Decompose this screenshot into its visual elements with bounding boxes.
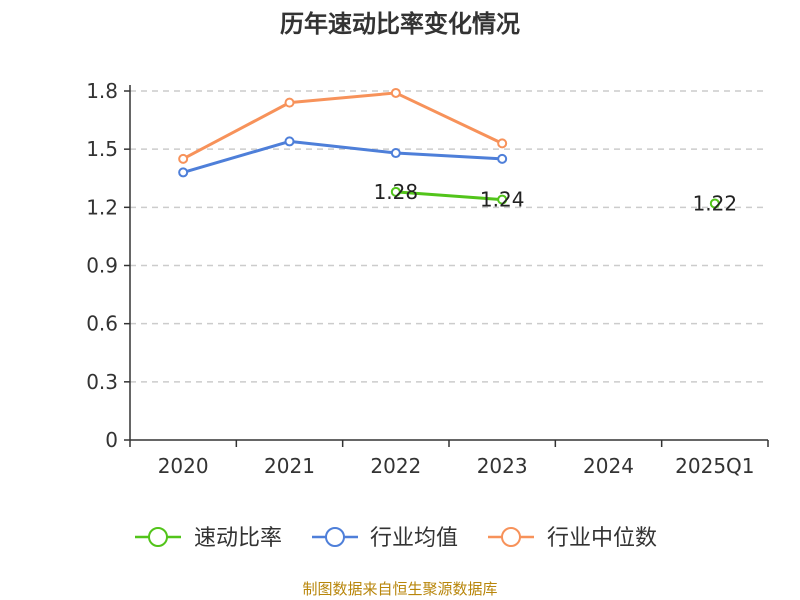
- legend-marker: [501, 527, 521, 547]
- legend[interactable]: 速动比率 行业均值 行业中位数: [135, 526, 657, 551]
- series-2-point[interactable]: [390, 87, 401, 98]
- data-label: 1.28: [374, 180, 419, 204]
- legend-marker: [325, 527, 345, 547]
- series-group: [178, 87, 720, 209]
- source-note: 制图数据来自恒生聚源数据库: [302, 580, 497, 598]
- series-0-point[interactable]: [497, 194, 508, 205]
- series-1-point[interactable]: [497, 153, 508, 164]
- x-tick-label: 2022: [370, 454, 421, 478]
- x-tick-label: 2024: [583, 454, 634, 478]
- y-tick-label: 0.9: [86, 254, 118, 278]
- series-2-point[interactable]: [178, 153, 189, 164]
- series-1-point[interactable]: [284, 136, 295, 147]
- y-tick-label: 0.6: [86, 312, 118, 336]
- axes: 0 0.3 0.6 0.9 1.2 1.5 1.8 2020 2021 2022 2023 2024 2…: [86, 79, 769, 478]
- legend-item-1[interactable]: 行业均值: [312, 526, 458, 551]
- series-1-point[interactable]: [390, 148, 401, 159]
- legend-label: 行业中位数: [547, 526, 657, 551]
- x-tick-label: 2025Q1: [675, 454, 754, 478]
- legend-item-2[interactable]: 行业中位数: [488, 526, 657, 551]
- chart-title: 历年速动比率变化情况: [280, 10, 520, 38]
- grid: [130, 90, 768, 383]
- data-label: 1.24: [480, 188, 525, 212]
- data-label: 1.22: [693, 191, 738, 215]
- legend-label: 速动比率: [194, 526, 282, 551]
- series-line-2: [182, 91, 503, 161]
- y-tick-label: 0.3: [86, 370, 118, 394]
- x-tick-label: 2023: [477, 454, 528, 478]
- data-labels: 1.28 1.24 1.22: [374, 180, 738, 216]
- y-tick-label: 1.2: [86, 195, 118, 219]
- series-2-point[interactable]: [284, 97, 295, 108]
- y-tick-label: 0: [105, 428, 118, 452]
- x-tick-label: 2021: [264, 454, 315, 478]
- legend-item-0[interactable]: 速动比率: [135, 526, 282, 551]
- y-tick-label: 1.8: [86, 79, 118, 103]
- series-line-1: [182, 139, 503, 174]
- legend-marker: [148, 527, 168, 547]
- y-tick-label: 1.5: [86, 137, 118, 161]
- series-0-point[interactable]: [709, 198, 720, 209]
- series-0-point[interactable]: [390, 186, 401, 197]
- legend-label: 行业均值: [370, 526, 458, 551]
- x-tick-label: 2020: [158, 454, 209, 478]
- series-1-point[interactable]: [178, 167, 189, 178]
- series-line-0: [395, 190, 503, 202]
- series-2-point[interactable]: [497, 138, 508, 149]
